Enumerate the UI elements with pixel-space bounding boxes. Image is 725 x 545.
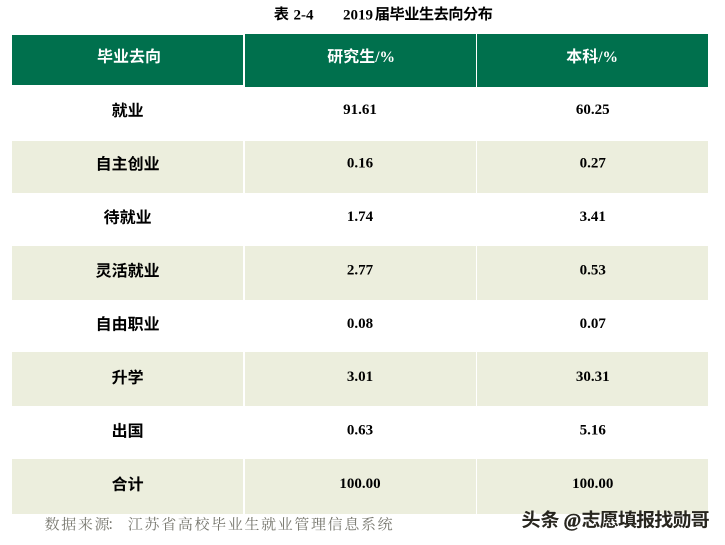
svg-text:60.25: 60.25 — [576, 102, 610, 118]
svg-text:0.07: 0.07 — [580, 316, 607, 332]
svg-text:100.00: 100.00 — [572, 476, 613, 492]
svg-text:1.74: 1.74 — [347, 209, 374, 225]
svg-text:0.08: 0.08 — [347, 316, 373, 332]
svg-text:2-4: 2-4 — [294, 7, 314, 23]
svg-text:3.01: 3.01 — [347, 369, 373, 385]
svg-text:2019: 2019 — [343, 7, 373, 23]
svg-text:100.00: 100.00 — [339, 476, 380, 492]
svg-text:2.77: 2.77 — [347, 262, 374, 278]
svg-text:30.31: 30.31 — [576, 369, 610, 385]
svg-text:@: @ — [564, 511, 582, 532]
svg-text:5.16: 5.16 — [580, 423, 607, 439]
svg-text:0.16: 0.16 — [347, 156, 374, 172]
svg-text:91.61: 91.61 — [343, 102, 377, 118]
svg-text:3.41: 3.41 — [580, 209, 606, 225]
svg-text:@: @ — [566, 513, 584, 534]
svg-text:0.27: 0.27 — [580, 156, 607, 172]
svg-text:0.53: 0.53 — [580, 262, 606, 278]
svg-text:/%: /% — [597, 49, 618, 66]
svg-text:/%: /% — [374, 49, 395, 66]
svg-text:0.63: 0.63 — [347, 423, 373, 439]
